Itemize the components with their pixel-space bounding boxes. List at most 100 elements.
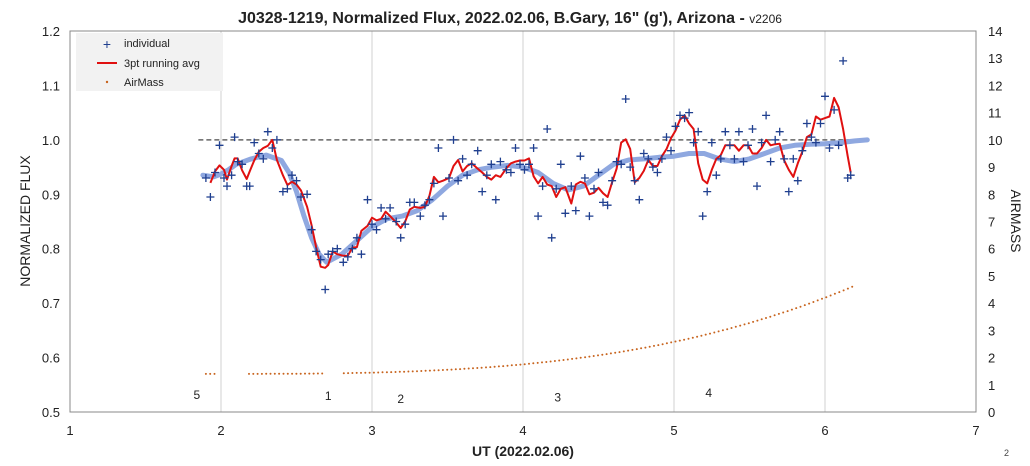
airmass-point [368, 371, 371, 374]
airmass-point [256, 372, 259, 375]
individual-point [211, 168, 219, 177]
airmass-point [635, 348, 638, 351]
airmass-point [713, 331, 716, 334]
airmass-point [777, 312, 780, 315]
airmass-point [756, 319, 759, 322]
airmass-point [601, 353, 604, 356]
individual-point [612, 157, 621, 166]
airmass-point [799, 305, 802, 308]
airmass-point [618, 351, 621, 354]
individual-point [272, 135, 281, 144]
individual-point [725, 141, 734, 150]
airmass-point [803, 304, 806, 307]
airmass-point [747, 322, 750, 325]
individual-point [201, 174, 210, 182]
individual-point [653, 168, 662, 177]
airmass-point [752, 320, 755, 323]
individual-point [846, 171, 855, 180]
individual-point [685, 108, 694, 117]
x-tick-label: 6 [821, 423, 828, 438]
airmass-point [661, 343, 664, 346]
airmass-point [278, 372, 281, 375]
individual-point [561, 209, 570, 218]
annotation-label: 4 [705, 386, 712, 400]
legend-marker-individual: + [103, 36, 111, 52]
airmass-point [558, 359, 561, 362]
individual-point [529, 144, 538, 152]
airmass-point [609, 352, 612, 355]
individual-point [386, 203, 395, 212]
airmass-point [360, 371, 362, 374]
y2-tick-label: 1 [988, 378, 995, 393]
individual-point [377, 203, 386, 212]
individual-point [339, 258, 348, 267]
individual-point [357, 250, 366, 259]
individual-point [630, 176, 639, 185]
airmass-point [248, 372, 250, 375]
airmass-point [700, 334, 703, 337]
x-axis-label: UT (2022.02.06) [472, 443, 574, 459]
airmass-point [308, 372, 311, 375]
airmass-point [528, 362, 530, 365]
chart-title: J0328-1219, Normalized Flux, 2022.02.06,… [238, 10, 782, 27]
airmass-point [743, 323, 746, 326]
annotation-label: 1 [325, 389, 332, 403]
individual-point [834, 141, 843, 150]
airmass-point [717, 330, 720, 333]
plot-area-frame [69, 30, 977, 413]
y2-tick-label: 0 [988, 405, 995, 420]
individual-point [473, 146, 482, 155]
airmass-point [709, 332, 711, 335]
airmass-point [351, 372, 354, 374]
x-tick-label: 1 [66, 423, 73, 438]
individual-point [506, 168, 515, 177]
individual-point [811, 138, 820, 147]
airmass-point [209, 372, 212, 375]
airmass-point [597, 354, 599, 357]
individual-point [449, 135, 458, 144]
airmass-point [678, 339, 681, 342]
airmass-point [252, 372, 255, 375]
airmass-point [381, 371, 384, 374]
individual-point [816, 119, 825, 128]
individual-point [662, 133, 671, 142]
airmass-point [420, 370, 423, 372]
airmass-point [472, 367, 474, 370]
individual-point [396, 233, 405, 242]
airmass-point [446, 368, 449, 371]
individual-point [463, 171, 472, 180]
airmass-point [424, 369, 427, 372]
airmass-point [398, 370, 401, 373]
individual-point [372, 225, 381, 234]
y2-tick-label: 10 [988, 133, 1002, 148]
airmass-point [541, 361, 543, 364]
airmass-point [497, 365, 500, 368]
airmass-point [515, 364, 518, 366]
chart-title-main: J0328-1219, Normalized Flux, 2022.02.06,… [238, 10, 749, 27]
individual-point [458, 154, 467, 163]
individual-point [648, 163, 657, 172]
airmass-point [640, 347, 643, 350]
individual-point [297, 193, 305, 201]
airmass-point [790, 308, 793, 311]
individual-point [780, 154, 789, 163]
y-axis-label: NORMALIZED FLUX [17, 155, 33, 287]
airmass-point [377, 371, 380, 374]
airmass-point [476, 367, 479, 369]
airmass-point [622, 350, 625, 353]
airmass-point [683, 338, 686, 341]
airmass-point [829, 294, 832, 297]
airmass-point [385, 371, 388, 374]
individual-point [543, 125, 552, 133]
airmass-point [260, 372, 263, 375]
individual-point [830, 105, 839, 114]
annotation-label: 5 [193, 388, 200, 402]
x-tick-label: 7 [972, 423, 979, 438]
airmass-point [631, 348, 634, 351]
airmass-point [696, 335, 699, 338]
individual-point [621, 95, 630, 103]
y-tick-label: 0.7 [42, 296, 60, 311]
individual-point [766, 157, 775, 166]
individual-point [547, 233, 556, 242]
